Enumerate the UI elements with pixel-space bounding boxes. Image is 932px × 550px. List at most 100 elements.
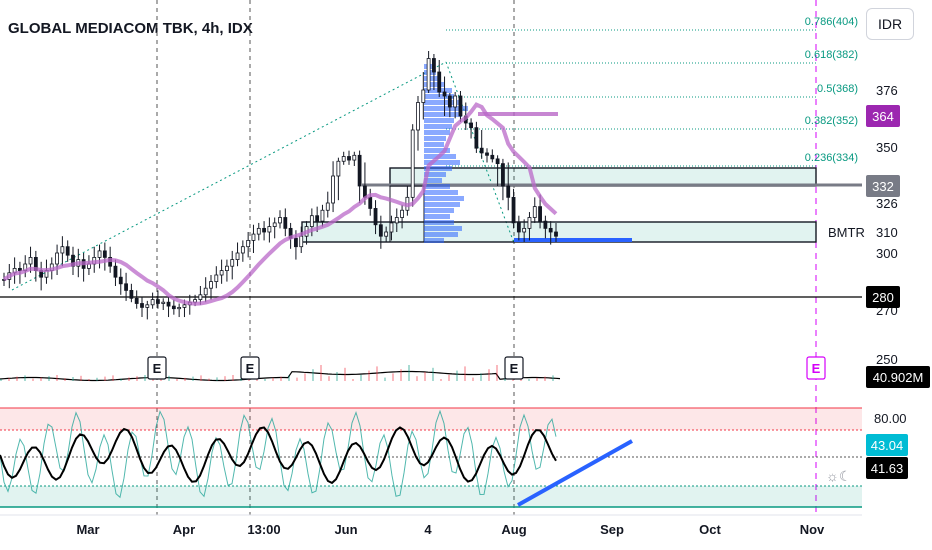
fib-level-label: 0.786(404) — [805, 16, 858, 28]
earnings-marker — [240, 356, 260, 380]
volume-bar — [352, 379, 354, 381]
candle-body — [538, 206, 542, 222]
volume-bar — [80, 375, 82, 381]
volume-bar — [72, 377, 74, 381]
candle-body — [495, 158, 500, 165]
volume-profile-bar — [424, 124, 452, 129]
volume-bar — [144, 375, 146, 381]
candle-body — [378, 224, 383, 237]
volume-bar — [8, 377, 10, 381]
volume-bar — [272, 377, 274, 381]
candle-body — [373, 208, 378, 226]
volume-profile-bar — [424, 220, 454, 225]
volume-bar — [536, 377, 538, 381]
candle-body — [442, 91, 447, 97]
candle-body — [150, 299, 155, 306]
candle-body — [278, 217, 282, 224]
volume-bar — [40, 377, 42, 381]
candle-body — [230, 259, 235, 267]
candle-body — [447, 95, 452, 108]
volume-bar — [472, 377, 474, 381]
volume-bar — [456, 370, 458, 381]
candle-body — [522, 227, 527, 233]
volume-profile-bar — [424, 142, 444, 147]
volume-profile-bar — [424, 166, 452, 171]
volume-bar — [408, 365, 410, 381]
volume-bar — [56, 375, 58, 381]
volume-bar — [192, 376, 194, 381]
price-badge-value: 364 — [872, 109, 894, 124]
volume-bar — [448, 374, 450, 381]
candle-body — [198, 294, 203, 300]
candle-body — [421, 89, 426, 103]
candle-body — [516, 222, 521, 233]
candle-body — [389, 222, 394, 233]
earnings-marker-label: E — [153, 361, 162, 376]
currency-button[interactable]: IDR — [866, 8, 914, 40]
volume-bar — [288, 375, 290, 381]
volume-bar — [344, 367, 346, 381]
fib-trend-line — [11, 61, 447, 291]
volume-profile-bar — [424, 196, 464, 201]
candle-body — [432, 58, 436, 73]
candle-body — [262, 227, 266, 233]
x-tick-label: Oct — [699, 522, 721, 537]
volume-profile-bar — [424, 160, 460, 165]
candle-body — [209, 281, 213, 289]
moon-icon[interactable]: ☼☾ — [826, 468, 852, 484]
candle-body — [490, 154, 495, 160]
oscillator-line-fast — [0, 409, 557, 499]
volume-bar — [280, 376, 282, 381]
fib-level-label: 0.236(334) — [805, 152, 858, 164]
volume-bar — [216, 377, 218, 381]
price-tick-label: 300 — [876, 246, 898, 261]
volume-profile-bar — [424, 76, 438, 81]
volume-bar — [488, 369, 490, 381]
price-badge — [866, 105, 900, 127]
volume-bar — [464, 366, 466, 381]
candle-body — [458, 95, 463, 117]
candle-body — [331, 175, 335, 204]
candle-body — [129, 289, 134, 299]
candle-body — [426, 58, 431, 91]
candle-body — [166, 301, 171, 307]
volume-bar — [24, 375, 26, 381]
candle-body — [309, 215, 314, 227]
volume-bar — [0, 379, 2, 381]
candle-body — [543, 220, 548, 229]
fib-level-label: 0.5(368) — [817, 83, 858, 95]
volume-profile-bar — [424, 202, 460, 207]
volume-bar — [400, 369, 402, 381]
candle-body — [256, 227, 261, 235]
volume-profile-bar — [424, 130, 450, 135]
volume-bar — [64, 378, 66, 381]
volume-profile-bar — [424, 106, 468, 111]
price-tick-label: 376 — [876, 83, 898, 98]
candle-body — [140, 303, 144, 308]
volume-bar — [120, 378, 122, 381]
candle-body — [341, 156, 346, 162]
oversold-zone — [0, 486, 862, 507]
candle-body — [506, 185, 511, 198]
volume-profile-bar — [424, 208, 454, 213]
candle-body — [357, 154, 362, 187]
candle-body — [368, 196, 373, 209]
volume-profile-bar — [424, 178, 442, 183]
candle-body — [113, 265, 118, 278]
x-tick-label: Sep — [600, 522, 624, 537]
earnings-marker-label: E — [812, 361, 821, 376]
candle-body — [548, 227, 553, 233]
volume-profile-bar — [424, 232, 458, 237]
volume-bar — [48, 376, 50, 381]
candle-body — [299, 235, 304, 248]
earnings-marker — [504, 356, 524, 380]
candle-body — [469, 122, 473, 129]
candle-body — [156, 299, 160, 304]
volume-bar — [392, 373, 394, 381]
volume-bar — [480, 373, 482, 381]
candle-body — [145, 304, 150, 308]
volume-bar — [320, 365, 322, 381]
moving-average-line — [2, 102, 558, 306]
candle-body — [320, 209, 325, 222]
